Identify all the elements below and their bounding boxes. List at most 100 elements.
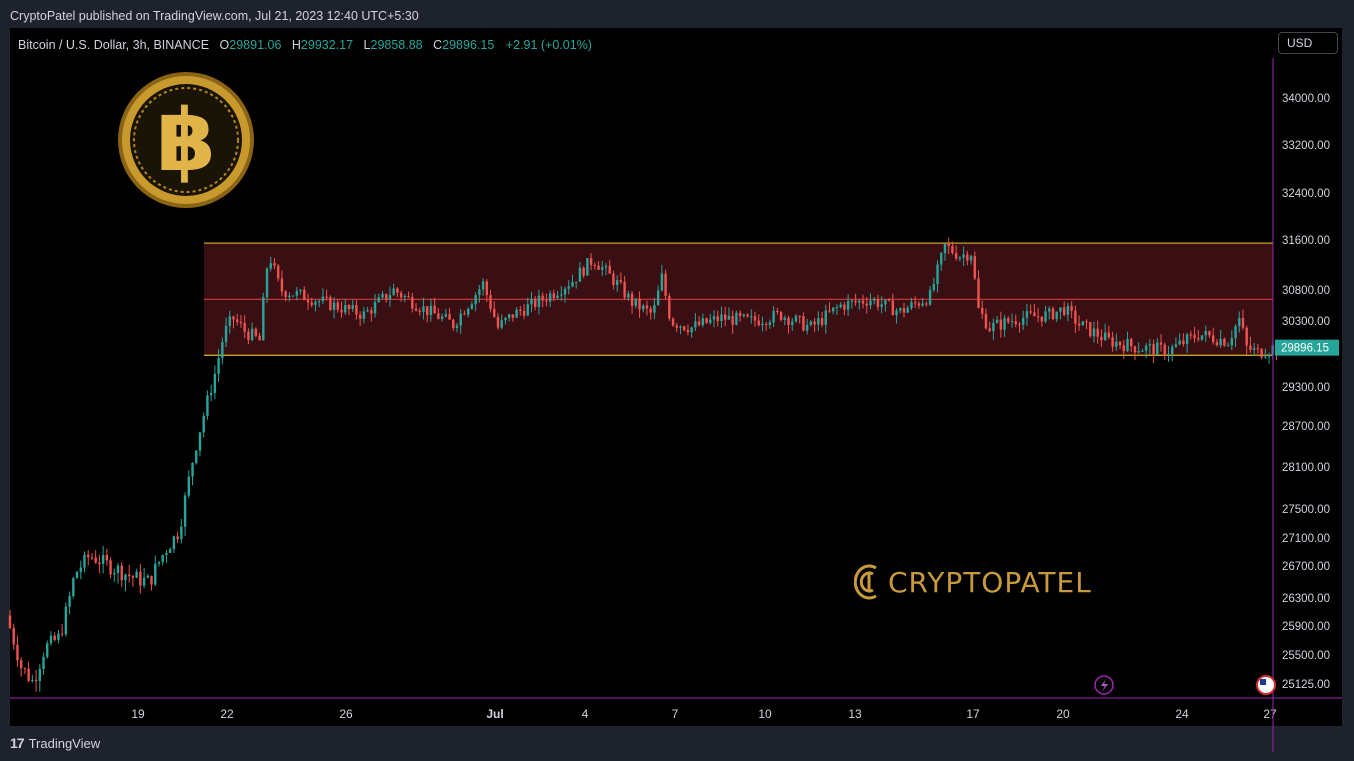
close-label: C: [433, 38, 443, 52]
bitcoin-coin-icon: ฿: [118, 72, 254, 208]
candle-body: [690, 327, 693, 333]
candle-body: [764, 323, 768, 325]
candle-body: [172, 536, 176, 550]
candle-body: [273, 263, 276, 266]
candle-body: [478, 289, 481, 296]
candle-body: [973, 256, 976, 279]
candle-body: [336, 302, 339, 310]
candle-body: [1211, 335, 1215, 343]
candle-body: [560, 294, 563, 296]
candle-body: [653, 305, 656, 313]
candle-body: [34, 680, 38, 682]
us-flag-icon[interactable]: [1256, 675, 1276, 695]
candle-body: [183, 495, 187, 527]
candle-body: [541, 295, 544, 301]
candle-body: [936, 264, 939, 285]
candle-body: [876, 299, 880, 307]
candle-body: [582, 267, 585, 276]
candle-body: [1238, 318, 1241, 327]
candle-body: [146, 575, 150, 578]
candle-body: [90, 557, 94, 559]
candle-body: [1167, 354, 1170, 356]
candle-body: [809, 321, 813, 325]
candle-body: [921, 303, 924, 306]
candle-body: [835, 307, 839, 309]
candle-body: [23, 668, 27, 670]
candle-body: [1066, 305, 1070, 315]
candle-body: [489, 295, 492, 309]
candle-body: [999, 319, 1003, 330]
candle-body: [217, 357, 220, 374]
candle-body: [213, 373, 217, 393]
candle-body: [46, 643, 49, 657]
candle-body: [519, 309, 522, 311]
candle-body: [1267, 354, 1271, 357]
price-tick-label: 33200.00: [1282, 140, 1330, 152]
candle-body: [1204, 331, 1207, 336]
candle-body: [269, 263, 272, 269]
candle-body: [1036, 316, 1040, 318]
tradingview-brand[interactable]: 17 TradingView: [10, 735, 100, 751]
high-value: 29932.17: [300, 38, 354, 52]
candle-body: [724, 314, 727, 320]
currency-button[interactable]: USD: [1278, 32, 1338, 54]
candle-body: [1230, 338, 1233, 346]
candle-body: [511, 314, 515, 318]
candle-body: [355, 305, 358, 315]
svg-text:฿: ฿: [156, 91, 216, 191]
candle-body: [589, 258, 593, 265]
candle-body: [239, 321, 243, 324]
candle-body: [1089, 322, 1092, 337]
time-tick-label: 22: [220, 707, 234, 721]
change-value: +2.91 (+0.01%): [505, 38, 592, 52]
candle-body: [638, 298, 641, 310]
candle-body: [295, 290, 299, 296]
candle-body: [1178, 340, 1181, 345]
candle-body: [381, 294, 384, 298]
candle-body: [1055, 311, 1058, 320]
candle-body: [277, 265, 280, 279]
candle-body: [392, 288, 395, 296]
candle-body: [8, 615, 12, 628]
candle-body: [16, 644, 19, 661]
candle-body: [507, 314, 511, 318]
candle-body: [448, 314, 451, 320]
high-label: H: [291, 38, 301, 52]
price-tick-label: 28700.00: [1282, 421, 1330, 433]
candle-body: [12, 627, 15, 645]
candle-body: [846, 301, 850, 310]
candle-body: [262, 297, 265, 341]
candle-body: [526, 304, 529, 316]
candle-body: [917, 303, 921, 306]
candle-body: [802, 316, 805, 331]
candle-body: [429, 305, 433, 316]
candle-body: [843, 304, 846, 310]
candle-body: [601, 267, 604, 270]
candle-body: [668, 296, 671, 319]
candle-body: [1007, 318, 1010, 323]
candle-body: [79, 567, 82, 572]
candle-body: [884, 299, 887, 305]
candle-body: [1256, 348, 1260, 350]
candle-body: [284, 291, 287, 298]
time-cursor: [10, 58, 1342, 752]
lightning-icon[interactable]: [1094, 675, 1114, 695]
candle-body: [1118, 341, 1122, 346]
candle-body: [832, 307, 835, 312]
candle-body: [712, 316, 716, 320]
candle-body: [250, 328, 254, 340]
candle-body: [403, 296, 407, 298]
candle-body: [686, 329, 690, 333]
candle-body: [258, 335, 261, 341]
candle-body: [168, 549, 172, 554]
price-tick-label: 25900.00: [1282, 621, 1330, 633]
candle-body: [485, 281, 488, 296]
candle-body: [1197, 338, 1200, 340]
candle-body: [642, 305, 645, 310]
candle-body: [385, 294, 388, 300]
last-price-label: 29896.15: [1281, 343, 1329, 355]
candle-body: [377, 297, 380, 303]
candle-body: [418, 310, 421, 312]
candle-body: [899, 308, 902, 311]
